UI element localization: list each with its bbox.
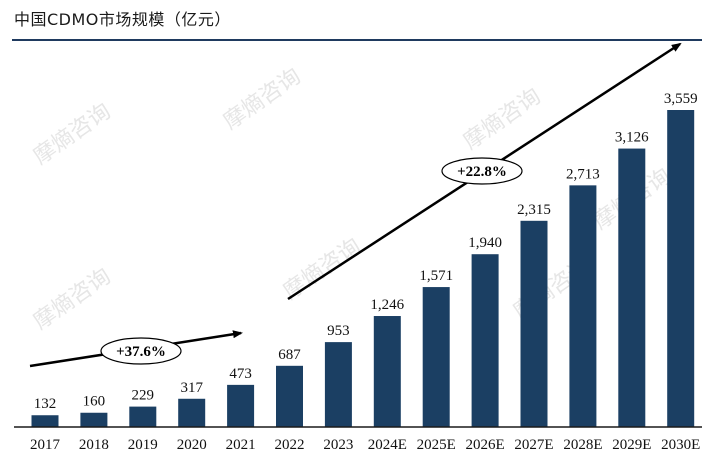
x-tick-2023: 2023 bbox=[323, 437, 353, 453]
bar-2019 bbox=[129, 406, 157, 427]
cagr-label: +37.6% bbox=[116, 344, 166, 360]
bar-2029E bbox=[618, 148, 646, 427]
value-label-2025E: 1,571 bbox=[419, 268, 453, 284]
annotations-layer: +37.6% +22.8% bbox=[29, 42, 682, 368]
bar-2023 bbox=[324, 342, 352, 427]
value-label-2017: 132 bbox=[34, 396, 57, 412]
bar-2018 bbox=[80, 412, 108, 427]
cagr-label-bubble bbox=[100, 337, 182, 365]
value-label-2028E: 2,713 bbox=[566, 166, 600, 182]
watermark-text: 摩熵咨询 bbox=[29, 99, 115, 170]
value-label-2027E: 2,315 bbox=[517, 202, 551, 218]
value-label-2023: 953 bbox=[327, 323, 350, 339]
x-tick-2017: 2017 bbox=[30, 437, 61, 453]
bar-2025E bbox=[422, 287, 450, 427]
bar-2024E bbox=[373, 316, 401, 427]
value-label-2024E: 1,246 bbox=[370, 297, 404, 313]
value-label-2030E: 3,559 bbox=[664, 91, 698, 107]
x-tick-2025E: 2025E bbox=[417, 437, 456, 453]
cagr-label-bubble bbox=[441, 157, 523, 185]
watermark-text: 摩熵咨询 bbox=[279, 234, 365, 305]
chart-title: 中国CDMO市场规模（亿元） bbox=[14, 10, 231, 29]
bar-2022 bbox=[276, 365, 303, 427]
value-label-2022: 687 bbox=[278, 347, 301, 363]
bar-2030E bbox=[667, 110, 695, 427]
bar-2017 bbox=[31, 415, 59, 427]
bar-2026E bbox=[471, 254, 499, 427]
x-tick-2022: 2022 bbox=[275, 437, 305, 453]
bar-2028E bbox=[569, 185, 597, 427]
watermark-text: 摩熵咨询 bbox=[29, 264, 115, 335]
watermark-text: 摩熵咨询 bbox=[459, 84, 545, 155]
value-label-2020: 317 bbox=[180, 380, 203, 396]
cagr-label: +22.8% bbox=[457, 164, 507, 180]
value-label-2029E: 3,126 bbox=[615, 130, 649, 146]
value-label-2019: 229 bbox=[132, 388, 155, 404]
x-tick-2028E: 2028E bbox=[563, 437, 602, 453]
title-underline bbox=[12, 39, 702, 41]
value-label-2018: 160 bbox=[83, 394, 106, 410]
x-tick-2026E: 2026E bbox=[466, 437, 505, 453]
bar-2027E bbox=[520, 220, 548, 427]
bar-2020 bbox=[178, 398, 206, 427]
x-tick-2029E: 2029E bbox=[612, 437, 651, 453]
bar-2021 bbox=[227, 384, 255, 427]
value-label-2026E: 1,940 bbox=[468, 235, 502, 251]
bars-layer bbox=[31, 110, 695, 427]
value-label-2021: 473 bbox=[229, 366, 252, 382]
x-tick-2024E: 2024E bbox=[368, 437, 407, 453]
x-axis-ticks: 2017 2018 2019 2020 2021 2022 2023 2024E 2025E 20… bbox=[30, 437, 700, 453]
x-tick-2019: 2019 bbox=[128, 437, 158, 453]
x-tick-2021: 2021 bbox=[226, 437, 256, 453]
value-labels-layer: 132 160 229 317 473 687 953 1,246 1,571 1,940 2,31… bbox=[34, 91, 698, 412]
x-tick-2030E: 2030E bbox=[661, 437, 700, 453]
x-tick-2027E: 2027E bbox=[514, 437, 553, 453]
x-tick-2020: 2020 bbox=[177, 437, 207, 453]
watermark-text: 摩熵咨询 bbox=[219, 64, 305, 135]
x-tick-2018: 2018 bbox=[79, 437, 109, 453]
